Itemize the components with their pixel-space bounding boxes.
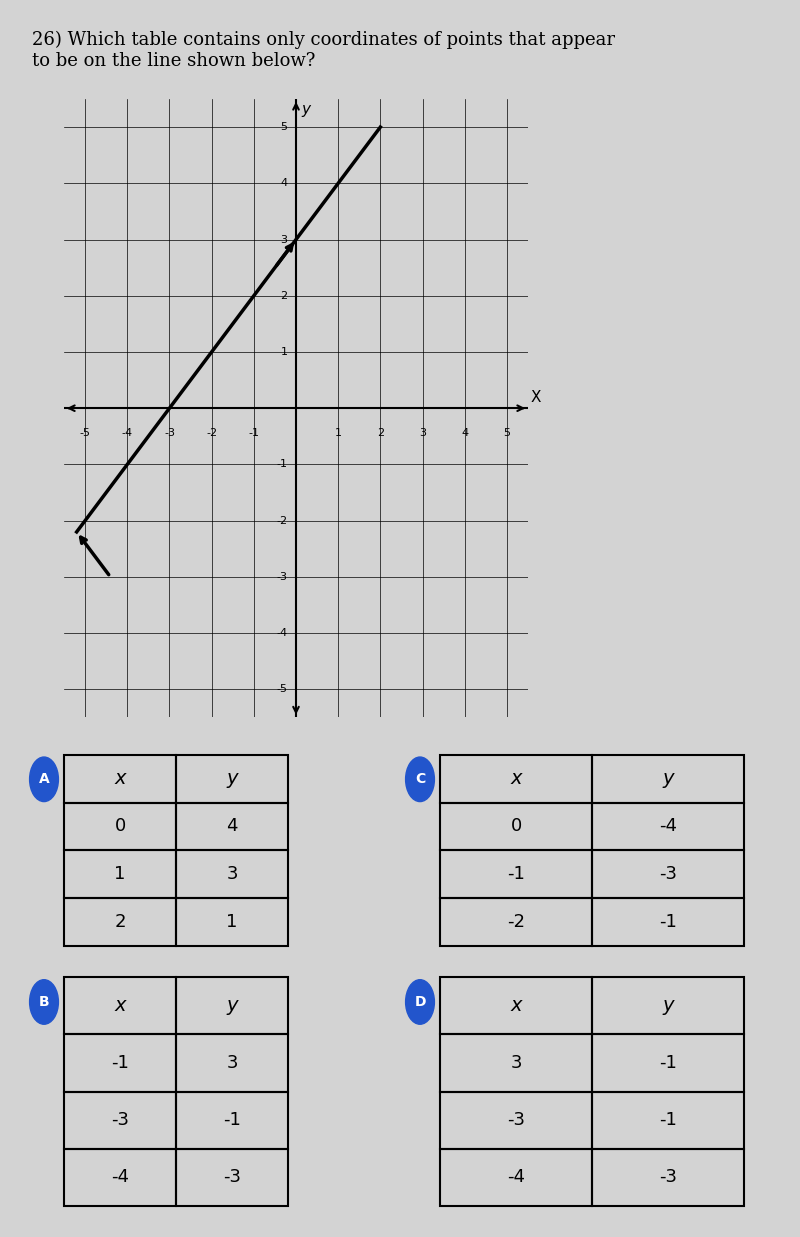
Text: -1: -1 (659, 913, 677, 931)
Bar (440, 1092, 592, 1149)
Bar (176, 1034, 288, 1092)
Text: -1: -1 (111, 1054, 129, 1072)
Text: -3: -3 (164, 428, 175, 438)
Text: x: x (114, 996, 126, 1016)
Text: 3: 3 (226, 866, 238, 883)
Text: x: x (510, 769, 522, 788)
Text: -3: -3 (659, 866, 677, 883)
Text: -4: -4 (277, 628, 287, 638)
Bar (64, 898, 176, 946)
Bar (64, 977, 176, 1034)
Text: -4: -4 (122, 428, 133, 438)
Bar (592, 1149, 744, 1206)
Text: -5: -5 (277, 684, 287, 694)
Text: C: C (415, 772, 425, 787)
Bar (592, 977, 744, 1034)
Text: 2: 2 (377, 428, 384, 438)
Text: x: x (114, 769, 126, 788)
Text: -4: -4 (507, 1169, 525, 1186)
Bar (64, 1034, 176, 1092)
Bar (440, 898, 592, 946)
Bar (592, 803, 744, 851)
Text: 5: 5 (281, 122, 287, 132)
Text: 1: 1 (334, 428, 342, 438)
Bar (176, 898, 288, 946)
Text: -1: -1 (277, 459, 287, 469)
Bar (176, 851, 288, 898)
Text: x: x (510, 996, 522, 1016)
Text: -3: -3 (223, 1169, 241, 1186)
Text: X: X (530, 391, 541, 406)
Text: 5: 5 (503, 428, 510, 438)
Text: -1: -1 (507, 866, 525, 883)
Text: 4: 4 (226, 818, 238, 835)
Text: -1: -1 (659, 1054, 677, 1072)
Bar (176, 1149, 288, 1206)
Text: 2: 2 (114, 913, 126, 931)
Text: -1: -1 (659, 1111, 677, 1129)
Text: -3: -3 (277, 571, 287, 581)
Text: 4: 4 (281, 178, 287, 188)
Text: -2: -2 (507, 913, 525, 931)
Bar (440, 803, 592, 851)
Text: 2: 2 (281, 291, 287, 301)
Text: D: D (414, 995, 426, 1009)
Text: -5: -5 (79, 428, 90, 438)
Text: -2: -2 (277, 516, 287, 526)
Bar (440, 1034, 592, 1092)
Text: y: y (301, 101, 310, 116)
Text: y: y (226, 996, 238, 1016)
Bar (592, 851, 744, 898)
Bar (440, 755, 592, 803)
Bar (64, 755, 176, 803)
Text: -3: -3 (659, 1169, 677, 1186)
Text: 3: 3 (281, 235, 287, 245)
Bar (176, 755, 288, 803)
Text: -4: -4 (111, 1169, 129, 1186)
Text: B: B (38, 995, 50, 1009)
Bar (592, 755, 744, 803)
Text: -3: -3 (111, 1111, 129, 1129)
Bar (440, 851, 592, 898)
Text: -1: -1 (223, 1111, 241, 1129)
Text: 0: 0 (510, 818, 522, 835)
Bar (64, 1092, 176, 1149)
Bar (592, 1092, 744, 1149)
Text: 3: 3 (419, 428, 426, 438)
Bar (64, 1149, 176, 1206)
Bar (176, 1092, 288, 1149)
Bar (592, 898, 744, 946)
Text: y: y (662, 769, 674, 788)
Bar (64, 803, 176, 851)
Bar (64, 851, 176, 898)
Text: 0: 0 (114, 818, 126, 835)
Text: 3: 3 (226, 1054, 238, 1072)
Text: 1: 1 (226, 913, 238, 931)
Bar (440, 1149, 592, 1206)
Text: -3: -3 (507, 1111, 525, 1129)
Text: -1: -1 (248, 428, 259, 438)
Text: 4: 4 (461, 428, 468, 438)
Text: -2: -2 (206, 428, 217, 438)
Bar (440, 977, 592, 1034)
Bar (176, 977, 288, 1034)
Text: 1: 1 (281, 348, 287, 357)
Text: A: A (38, 772, 50, 787)
Text: 3: 3 (510, 1054, 522, 1072)
Text: 1: 1 (114, 866, 126, 883)
Bar (592, 1034, 744, 1092)
Bar (176, 803, 288, 851)
Text: y: y (662, 996, 674, 1016)
Text: y: y (226, 769, 238, 788)
Text: -4: -4 (659, 818, 677, 835)
Text: 26) Which table contains only coordinates of points that appear
to be on the lin: 26) Which table contains only coordinate… (32, 31, 615, 71)
